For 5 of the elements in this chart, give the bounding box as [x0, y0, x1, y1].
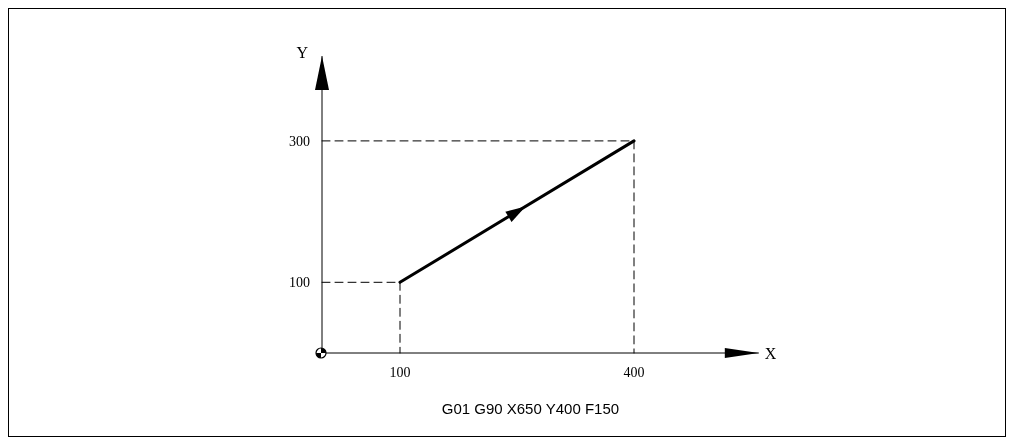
y-tick-label: 300: [289, 133, 310, 149]
text: G01 G90 X650 Y400 F150: [441, 400, 620, 417]
y-axis-title: Y: [296, 44, 309, 62]
x-axis-title: X: [764, 345, 777, 362]
x-tick-label: 400: [623, 365, 645, 380]
